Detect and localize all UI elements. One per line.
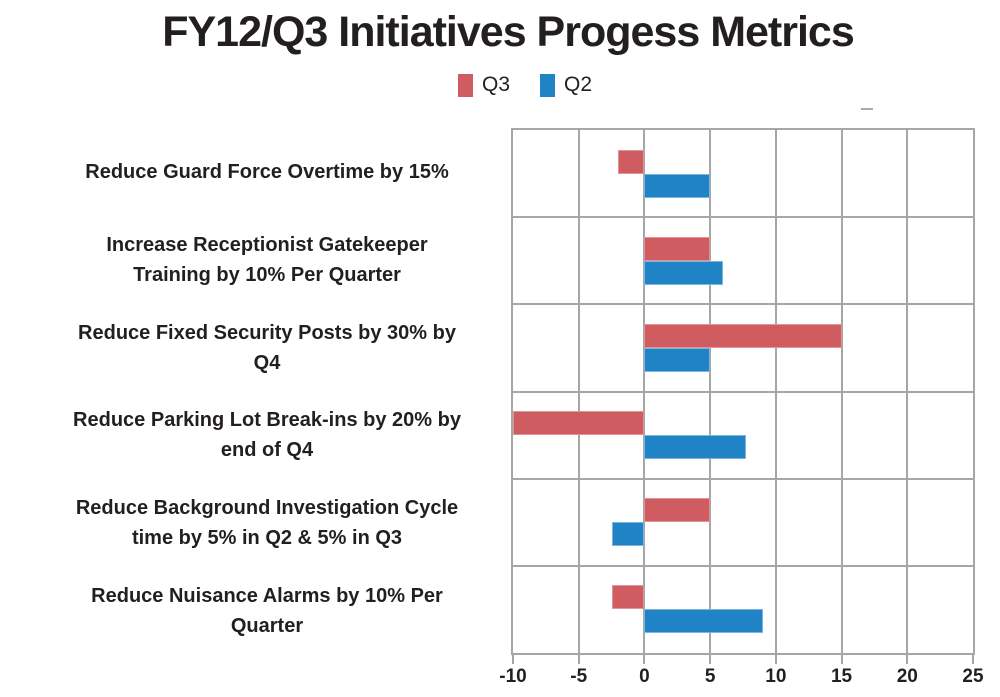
x-axis: -10 -5 0 5 10 15 20 25	[0, 655, 1000, 697]
gridline-horizontal	[513, 477, 973, 480]
legend-label-q3: Q3	[481, 73, 510, 96]
bar-q3-row1	[618, 149, 645, 174]
x-axis-tick	[643, 655, 646, 664]
x-axis-tick-label: 5	[704, 666, 716, 687]
x-axis-tick	[709, 655, 712, 664]
x-axis-tick-label: 20	[896, 666, 918, 687]
x-axis-tick-label: 10	[765, 666, 787, 687]
bar-q2-row1	[644, 173, 711, 198]
legend-swatch-q3	[457, 73, 473, 97]
bar-q2-row2	[644, 260, 724, 285]
gridline-horizontal	[513, 303, 973, 306]
stray-dash-mark	[861, 108, 873, 110]
category-labels: Reduce Guard Force Overtime by 15% Increa…	[28, 128, 506, 655]
legend: Q3 Q2	[25, 73, 1000, 97]
gridline-horizontal	[513, 216, 973, 219]
legend-swatch-q2	[540, 73, 555, 97]
x-axis-tick-label: 15	[830, 666, 853, 687]
bar-q3-row5	[644, 498, 711, 523]
x-axis-tick	[906, 655, 909, 664]
legend-item-q2: Q2	[540, 73, 592, 97]
category-label: Reduce Fixed Security Posts by 30% by Q4	[28, 304, 506, 392]
category-label: Reduce Parking Lot Break-ins by 20% by en…	[28, 391, 506, 479]
x-axis-tick	[972, 655, 974, 664]
chart-title: FY12/Q3 Initiatives Progess Metrics	[162, 8, 855, 56]
bar-q3-row3	[644, 323, 842, 348]
category-label: Increase Receptionist Gatekeeper Training…	[28, 216, 506, 304]
category-label: Reduce Guard Force Overtime by 15%	[28, 128, 506, 216]
category-label-line: Quarter	[230, 615, 304, 638]
category-label-line: Reduce Nuisance Alarms by 10% Per	[91, 585, 443, 608]
bar-q3-row4	[513, 411, 645, 436]
gridline-horizontal	[513, 390, 973, 393]
x-axis-tick-label: -5	[570, 666, 588, 687]
bar-q2-row4	[644, 435, 746, 460]
bar-q2-row6	[644, 609, 763, 634]
category-label-line: Q4	[253, 351, 281, 374]
category-label: Reduce Nuisance Alarms by 10% Per Quarter	[28, 567, 506, 655]
x-axis-tick	[840, 655, 843, 664]
category-label-line: Reduce Background Investigation Cycle	[75, 497, 459, 520]
category-label-line: end of Q4	[220, 439, 314, 462]
x-axis-tick-label: 25	[962, 666, 984, 687]
bar-q3-row6	[611, 585, 645, 610]
category-label: Reduce Background Investigation Cycle tim…	[28, 479, 506, 567]
bar-q3-row2	[644, 236, 711, 261]
x-axis-tick	[512, 655, 514, 664]
category-label-line: Reduce Fixed Security Posts by 30% by	[78, 321, 456, 344]
category-label-line: Reduce Parking Lot Break-ins by 20% by	[73, 409, 461, 432]
category-label-line: Training by 10% Per Quarter	[133, 263, 401, 286]
x-axis-tick-label: 0	[639, 666, 650, 687]
bar-q2-row3	[644, 347, 711, 372]
legend-item-q3: Q3	[457, 73, 510, 97]
x-axis-tick-label: -10	[499, 666, 527, 687]
category-label-line: Reduce Guard Force Overtime by 15%	[85, 160, 449, 183]
bar-q2-row5	[611, 522, 645, 547]
gridline-horizontal	[513, 564, 973, 567]
category-label-line: Increase Receptionist Gatekeeper	[106, 233, 428, 256]
x-axis-tick	[577, 655, 580, 664]
x-axis-tick	[774, 655, 777, 664]
legend-label-q2: Q2	[564, 73, 593, 96]
plot-area	[511, 128, 975, 655]
category-label-line: time by 5% in Q2 & 5% in Q3	[131, 527, 403, 550]
